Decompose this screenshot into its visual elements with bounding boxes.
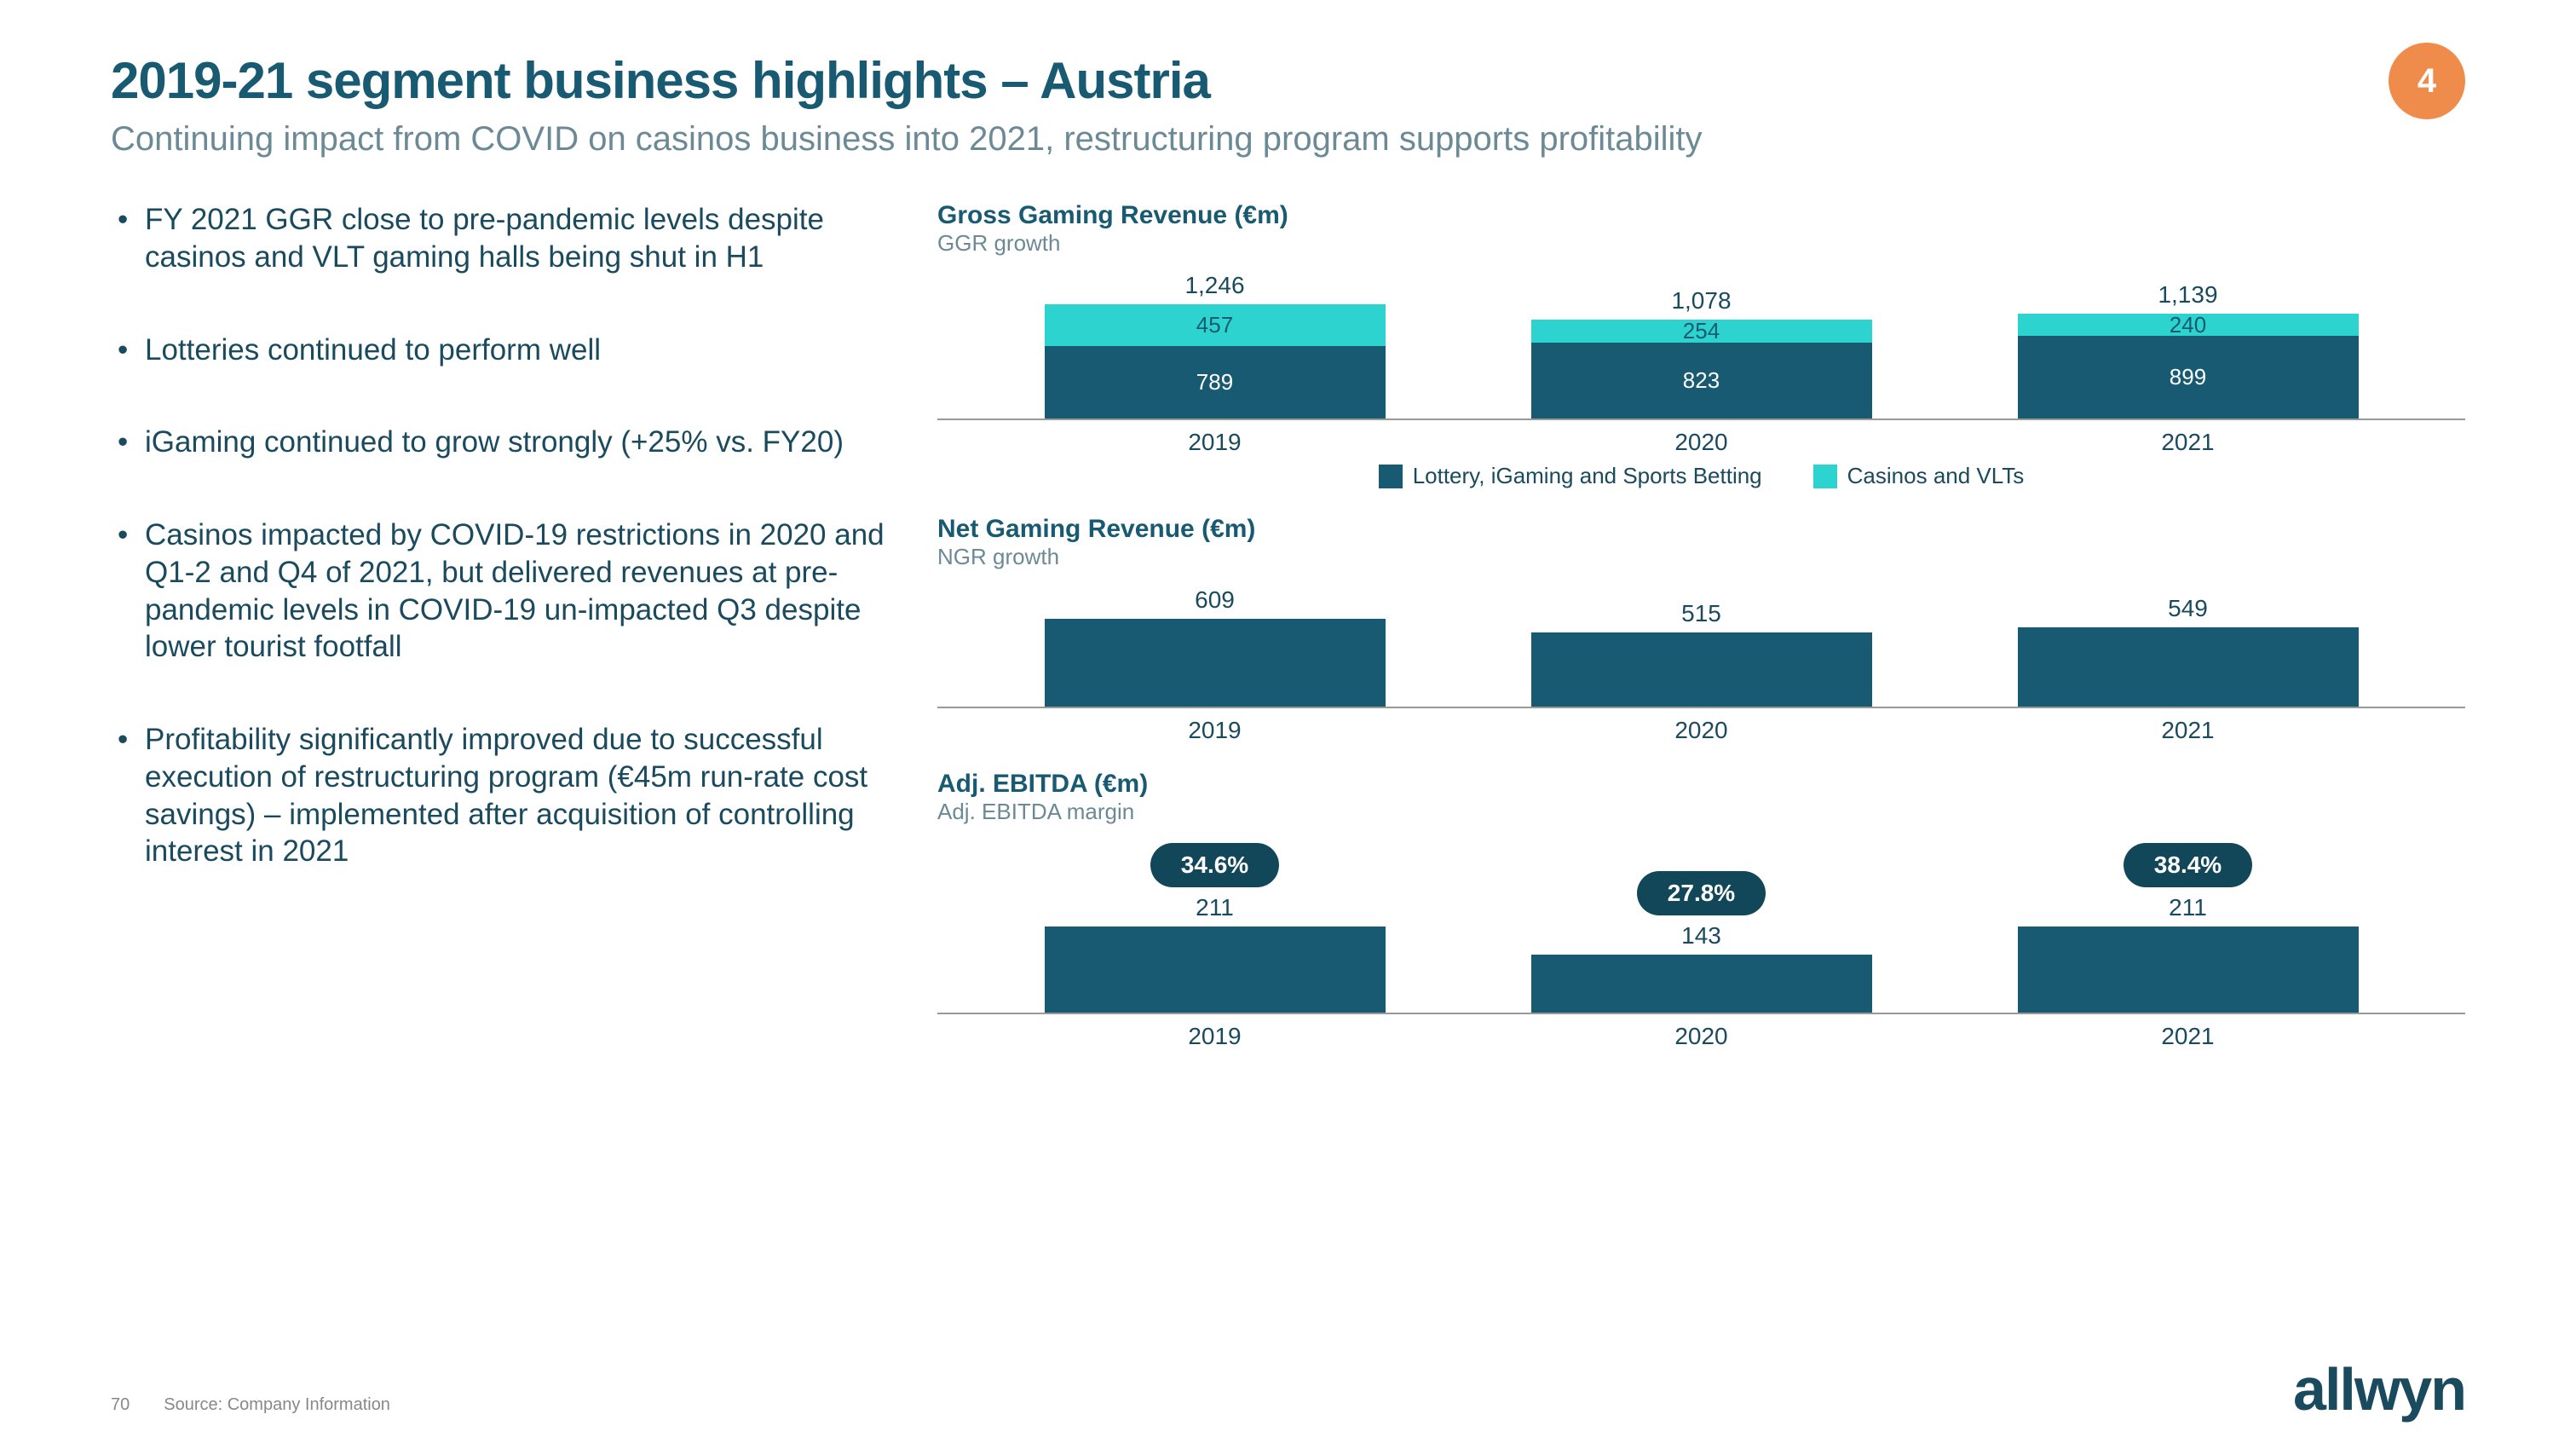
ebitda-chart: Adj. EBITDA (€m) Adj. EBITDA margin 34.6… — [937, 770, 2465, 1050]
page-number: 70 — [111, 1395, 130, 1415]
xaxis-label: 2020 — [1531, 1023, 1872, 1050]
bar-segment-lottery: 899 — [2018, 336, 2359, 419]
bar-total-label: 1,246 — [1184, 272, 1244, 299]
bullet-item: iGaming continued to grow strongly (+25%… — [111, 424, 895, 461]
bar-value-label: 549 — [2168, 595, 2208, 622]
chart-subtitle: GGR growth — [937, 230, 2465, 257]
bar-segment-casinos: 457 — [1045, 304, 1386, 346]
legend-item: Lottery, iGaming and Sports Betting — [1379, 463, 1762, 489]
bar-value-label: 211 — [2169, 894, 2207, 921]
xaxis-label: 2020 — [1531, 429, 1872, 456]
xaxis-label: 2019 — [1045, 429, 1386, 456]
bullet-item: Profitability significantly improved due… — [111, 721, 895, 870]
bar-segment-casinos: 254 — [1531, 320, 1872, 343]
bullet-item: Casinos impacted by COVID-19 restriction… — [111, 517, 895, 666]
margin-badge: 27.8% — [1637, 871, 1766, 915]
bullet-item: FY 2021 GGR close to pre-pandemic levels… — [111, 201, 895, 276]
xaxis-label: 2021 — [2018, 1023, 2359, 1050]
bar-value-label: 143 — [1681, 922, 1721, 950]
xaxis-label: 2021 — [2018, 429, 2359, 456]
chart-title: Net Gaming Revenue (€m) — [937, 515, 2465, 544]
xaxis-label: 2019 — [1045, 1023, 1386, 1050]
bar-value-label: 515 — [1681, 600, 1721, 627]
chart-subtitle: NGR growth — [937, 544, 2465, 570]
legend-label: Casinos and VLTs — [1847, 463, 2025, 489]
legend-item: Casinos and VLTs — [1813, 463, 2025, 489]
margin-badge: 34.6% — [1150, 843, 1279, 887]
bar — [1045, 619, 1386, 707]
bar — [2018, 927, 2359, 1013]
page-title: 2019-21 segment business highlights – Au… — [111, 51, 2465, 110]
bar — [2018, 627, 2359, 707]
bar — [1531, 632, 1872, 707]
legend-label: Lottery, iGaming and Sports Betting — [1413, 463, 1762, 489]
bar — [1531, 955, 1872, 1013]
legend-swatch — [1379, 465, 1403, 488]
bar-value-label: 211 — [1196, 894, 1234, 921]
chart-subtitle: Adj. EBITDA margin — [937, 799, 2465, 825]
section-badge: 4 — [2389, 43, 2465, 119]
bar-total-label: 1,078 — [1671, 287, 1731, 315]
logo: allwyn — [2293, 1355, 2465, 1423]
bar-segment-lottery: 823 — [1531, 343, 1872, 419]
xaxis-label: 2021 — [2018, 717, 2359, 744]
bar-segment-casinos: 240 — [2018, 314, 2359, 336]
bullet-item: Lotteries continued to perform well — [111, 332, 895, 369]
xaxis-label: 2019 — [1045, 717, 1386, 744]
legend-swatch — [1813, 465, 1837, 488]
ggr-chart: Gross Gaming Revenue (€m) GGR growth 1,2… — [937, 201, 2465, 489]
page-subtitle: Continuing impact from COVID on casinos … — [111, 120, 2465, 159]
bar-segment-lottery: 789 — [1045, 346, 1386, 419]
bar — [1045, 927, 1386, 1013]
source-text: Source: Company Information — [164, 1395, 390, 1415]
footer: 70 Source: Company Information — [111, 1395, 390, 1415]
chart-title: Gross Gaming Revenue (€m) — [937, 201, 2465, 230]
xaxis-label: 2020 — [1531, 717, 1872, 744]
margin-badge: 38.4% — [2124, 843, 2252, 887]
chart-title: Adj. EBITDA (€m) — [937, 770, 2465, 799]
bar-total-label: 1,139 — [2158, 281, 2217, 309]
ngr-chart: Net Gaming Revenue (€m) NGR growth 609 51… — [937, 515, 2465, 744]
badge-number: 4 — [2418, 62, 2436, 101]
bar-value-label: 609 — [1195, 586, 1235, 614]
chart-legend: Lottery, iGaming and Sports Betting Casi… — [937, 463, 2465, 489]
bullet-list: FY 2021 GGR close to pre-pandemic levels… — [111, 201, 895, 870]
